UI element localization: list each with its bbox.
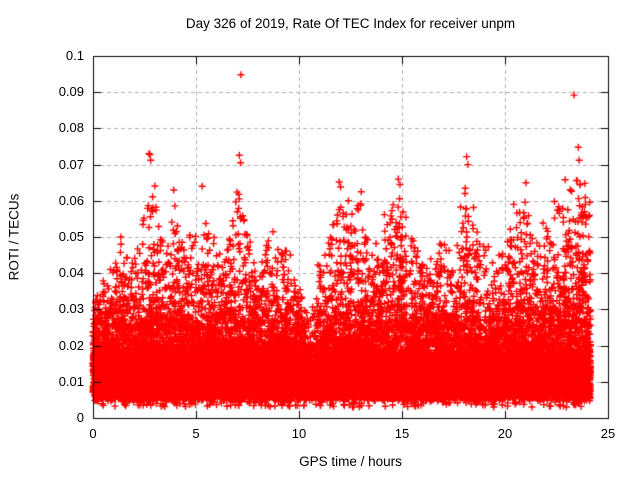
y-tick-label: 0.03 [58, 301, 84, 317]
y-tick-label: 0.01 [58, 373, 84, 389]
y-tick-label: 0.08 [58, 120, 84, 136]
y-tick-label: 0.04 [58, 265, 84, 281]
y-tick-label: 0 [76, 410, 84, 425]
x-tick-label: 20 [497, 426, 513, 441]
chart-title: Day 326 of 2019, Rate Of TEC Index for r… [185, 16, 516, 31]
y-tick-label: 0.02 [58, 337, 84, 353]
x-tick-label: 15 [394, 426, 410, 441]
y-tick-label: 0.1 [65, 48, 84, 63]
x-tick-label: 5 [192, 426, 200, 441]
x-tick-label: 0 [89, 426, 97, 441]
y-tick-label: 0.09 [58, 84, 84, 100]
y-tick-label: 0.07 [58, 156, 84, 172]
x-tick-label: 10 [291, 426, 307, 441]
y-tick-label: 0.06 [58, 192, 84, 208]
y-tick-label: 0.05 [58, 229, 84, 244]
x-tick-label: 25 [600, 426, 616, 441]
x-axis-label: GPS time / hours [299, 454, 402, 469]
